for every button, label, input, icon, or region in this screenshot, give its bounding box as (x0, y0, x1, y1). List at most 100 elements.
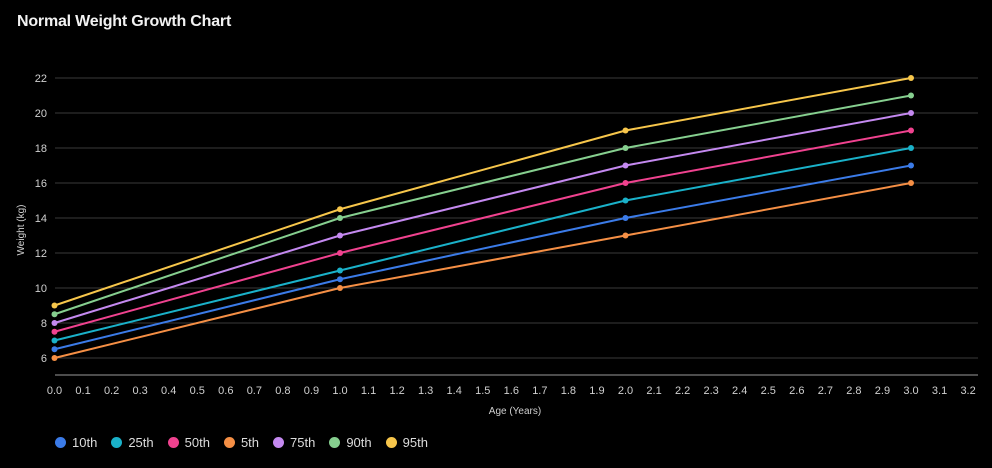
y-tick-label: 14 (35, 213, 47, 225)
x-axis-ticks: 0.0 0.1 0.2 0.3 0.4 0.5 0.6 0.7 0.8 0.9 1.0 1.1 1.2 1… (47, 385, 976, 397)
legend-item-10th[interactable]: 10th (55, 435, 97, 450)
x-tick-label: 1.1 (361, 385, 376, 397)
x-tick-label: 0.5 (190, 385, 205, 397)
data-point-50th[interactable] (337, 250, 343, 256)
legend-dot-icon (223, 437, 235, 448)
x-tick-label: 0.9 (304, 385, 319, 397)
legend-item-95th[interactable]: 95th (385, 435, 428, 450)
data-point-10th[interactable] (337, 276, 343, 283)
x-tick-label: 1.2 (389, 385, 404, 397)
x-tick-label: 2.3 (704, 385, 719, 397)
x-tick-label: 1.3 (418, 385, 433, 397)
legend-item-50th[interactable]: 50th (167, 435, 210, 450)
y-tick-label: 22 (35, 73, 47, 85)
y-axis-label: Weight (kg) (16, 205, 27, 256)
data-point-90th[interactable] (622, 145, 629, 151)
x-tick-label: 3.1 (932, 385, 947, 397)
x-tick-label: 1.5 (475, 385, 490, 397)
x-tick-label: 2.9 (875, 385, 890, 397)
y-tick-label: 8 (41, 318, 47, 330)
legend-dot-icon (167, 437, 179, 448)
legend-label: 5th (240, 435, 260, 450)
y-tick-label: 16 (35, 178, 47, 190)
data-point-75th[interactable] (337, 232, 343, 239)
data-point-50th[interactable] (51, 328, 58, 335)
data-point-25th[interactable] (337, 267, 343, 274)
series-line-50th (54, 129, 912, 333)
data-point-10th[interactable] (622, 215, 629, 221)
data-point-75th[interactable] (908, 110, 914, 116)
data-point-50th[interactable] (908, 127, 914, 134)
legend-label: 25th (128, 435, 154, 450)
x-tick-label: 1.7 (532, 385, 547, 397)
y-tick-label: 6 (41, 353, 47, 365)
gridlines (55, 77, 978, 359)
x-tick-label: 1.8 (561, 385, 576, 397)
x-tick-label: 0.4 (161, 385, 176, 397)
x-tick-label: 2.1 (646, 385, 661, 397)
y-tick-label: 20 (35, 108, 47, 120)
data-point-95th[interactable] (51, 302, 58, 309)
y-axis-ticks: 6 8 10 12 14 16 18 20 22 (35, 73, 47, 365)
x-tick-label: 0.1 (75, 385, 90, 397)
data-point-95th[interactable] (337, 206, 343, 213)
x-tick-label: 2.7 (818, 385, 833, 397)
x-tick-label: 0.3 (133, 385, 148, 397)
series-line-10th (54, 164, 912, 351)
legend-item-75th[interactable]: 75th (273, 435, 315, 450)
x-tick-label: 1.9 (589, 385, 604, 397)
legend-dot-icon (329, 437, 341, 448)
x-tick-label: 2.8 (846, 385, 861, 397)
x-tick-label: 0.7 (247, 385, 262, 397)
data-point-10th[interactable] (51, 346, 58, 353)
data-point-50th[interactable] (622, 180, 629, 186)
data-point-5th[interactable] (51, 355, 58, 361)
legend-dot-icon (111, 437, 123, 448)
x-tick-label: 0.8 (275, 385, 290, 397)
data-point-75th[interactable] (51, 320, 58, 326)
data-point-5th[interactable] (908, 180, 914, 186)
data-point-90th[interactable] (51, 311, 58, 318)
x-tick-label: 1.0 (332, 385, 347, 397)
legend-item-25th[interactable]: 25th (111, 435, 154, 450)
series-line-5th (54, 182, 912, 359)
legend-dot-icon (273, 437, 285, 448)
series-lines (54, 77, 912, 359)
data-point-75th[interactable] (622, 162, 629, 169)
x-tick-label: 1.6 (504, 385, 519, 397)
x-tick-label: 3.2 (960, 385, 975, 397)
legend-item-5th[interactable]: 5th (223, 435, 260, 450)
x-tick-label: 2.5 (761, 385, 776, 397)
series-line-75th (54, 112, 912, 324)
y-tick-label: 10 (35, 283, 47, 295)
data-point-10th[interactable] (908, 162, 914, 169)
x-axis-label: Age (Years) (489, 406, 541, 417)
y-tick-label: 12 (35, 248, 47, 260)
legend-label: 95th (402, 435, 428, 450)
chart-legend: 10th 25th 50th 5th 75th 90th 95th (55, 435, 428, 450)
series-line-95th (54, 77, 912, 307)
data-point-25th[interactable] (51, 337, 58, 344)
series-points (51, 75, 914, 361)
data-point-25th[interactable] (622, 197, 629, 204)
legend-label: 50th (184, 435, 210, 450)
data-point-5th[interactable] (337, 285, 343, 291)
x-tick-label: 0.6 (218, 385, 233, 397)
series-line-25th (54, 147, 912, 342)
data-point-90th[interactable] (908, 92, 914, 99)
x-tick-label: 1.4 (447, 385, 462, 397)
legend-dot-icon (55, 437, 66, 448)
series-line-90th (54, 94, 912, 316)
data-point-90th[interactable] (337, 215, 343, 221)
legend-label: 10th (72, 435, 98, 450)
legend-item-90th[interactable]: 90th (329, 435, 372, 450)
legend-dot-icon (385, 437, 397, 448)
legend-label: 90th (346, 435, 372, 450)
data-point-95th[interactable] (622, 127, 629, 134)
data-point-25th[interactable] (908, 145, 914, 151)
x-tick-label: 2.2 (675, 385, 690, 397)
data-point-95th[interactable] (908, 75, 914, 81)
data-point-5th[interactable] (622, 232, 629, 239)
x-tick-label: 3.0 (903, 385, 918, 397)
